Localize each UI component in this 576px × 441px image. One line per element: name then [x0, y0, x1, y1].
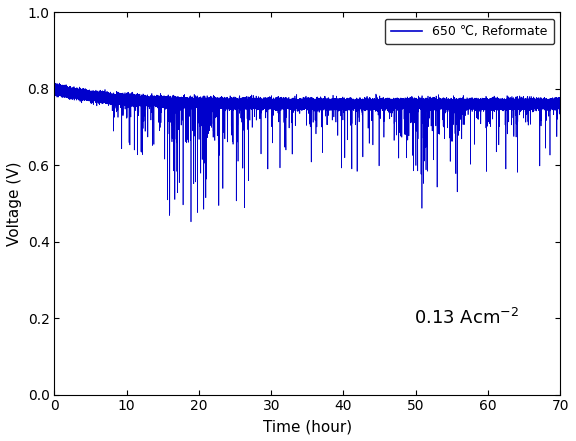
- Legend: 650 ℃, Reformate: 650 ℃, Reformate: [385, 19, 554, 44]
- Text: 0.13 Acm$^{-2}$: 0.13 Acm$^{-2}$: [414, 308, 519, 328]
- Y-axis label: Voltage (V): Voltage (V): [7, 161, 22, 246]
- X-axis label: Time (hour): Time (hour): [263, 419, 352, 434]
